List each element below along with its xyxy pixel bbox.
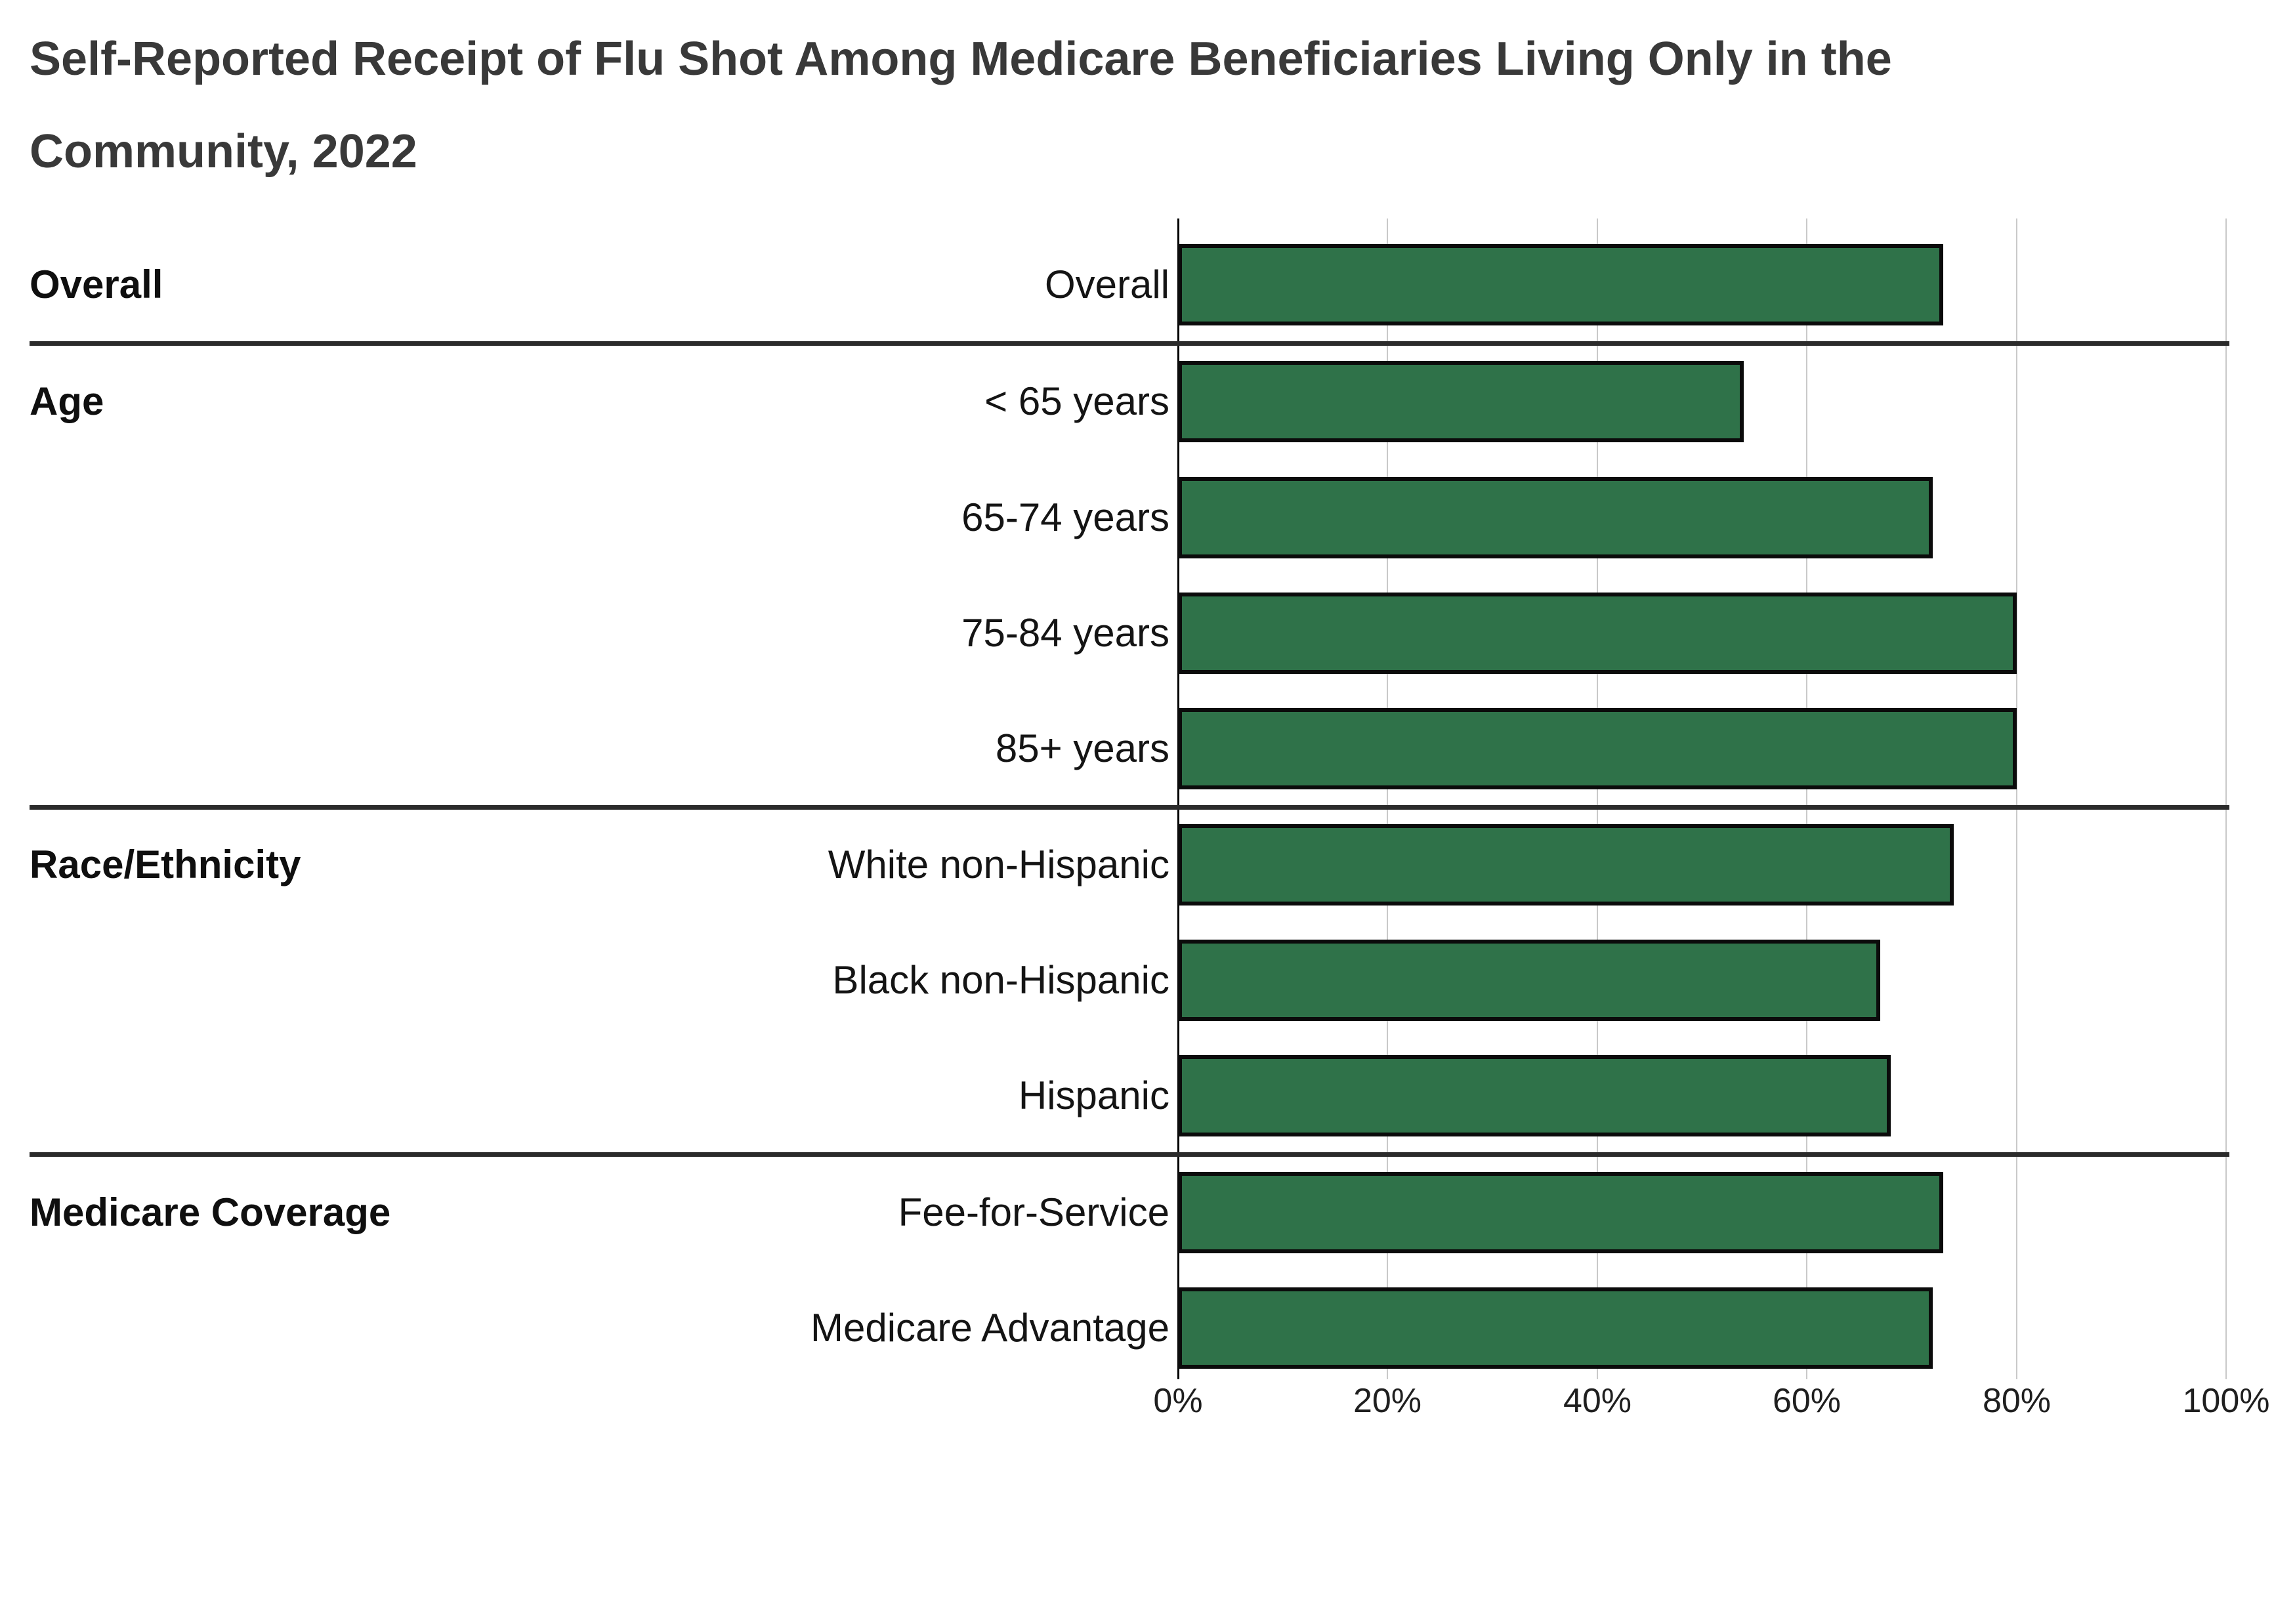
group-label-overall: Overall (30, 262, 163, 306)
gridline-80pct (2016, 219, 2017, 1379)
gridline-60pct (1806, 219, 1807, 1379)
tick-label-80pct: 80% (1982, 1382, 2052, 1420)
row-label-overall: Overall (1044, 262, 1169, 306)
chart-title-line-2: Community, 2022 (30, 125, 417, 178)
bar-medicare-advantage (1178, 1287, 1933, 1369)
chart-title: Self-Reported Receipt of Flu Shot Among … (30, 13, 2202, 198)
bar-hispanic (1178, 1055, 1891, 1136)
bar-65-74-years (1178, 477, 1933, 558)
row-label-85-years: 85+ years (995, 726, 1169, 770)
row-label-black-non-hispanic: Black non-Hispanic (832, 958, 1169, 1002)
tick-label-20pct: 20% (1353, 1382, 1422, 1420)
bar-white-non-hispanic (1178, 824, 1954, 906)
row-label-75-84-years: 75-84 years (961, 611, 1169, 655)
tick-label-0pct: 0% (1153, 1382, 1203, 1420)
tick-label-100pct: 100% (2182, 1382, 2270, 1420)
group-label-medicare-coverage: Medicare Coverage (30, 1190, 391, 1234)
bar-fee-for-service (1178, 1172, 1943, 1253)
group-label-race-ethnicity: Race/Ethnicity (30, 843, 301, 886)
gridline-100pct (2225, 219, 2227, 1379)
bar-black-non-hispanic (1178, 940, 1880, 1021)
row-label-fee-for-service: Fee-for-Service (898, 1190, 1169, 1234)
tick-label-40pct: 40% (1563, 1382, 1632, 1420)
bar-85-years (1178, 708, 2017, 789)
bar-65-years (1178, 361, 1744, 442)
row-label-hispanic: Hispanic (1018, 1073, 1169, 1117)
row-label-white-non-hispanic: White non-Hispanic (828, 843, 1169, 886)
group-separator-2 (30, 805, 2229, 810)
group-separator-3 (30, 1152, 2229, 1157)
axis-zero-line (1177, 219, 1179, 1379)
gridline-40pct (1597, 219, 1598, 1379)
tick-label-60pct: 60% (1772, 1382, 1842, 1420)
group-label-age: Age (30, 379, 104, 423)
row-label-medicare-advantage: Medicare Advantage (810, 1306, 1169, 1350)
row-label-65-years: < 65 years (984, 379, 1169, 423)
chart-title-line-1: Self-Reported Receipt of Flu Shot Among … (30, 33, 1892, 85)
bar-overall (1178, 244, 1943, 325)
group-separator-1 (30, 341, 2229, 346)
bar-75-84-years (1178, 593, 2017, 674)
gridline-20pct (1387, 219, 1388, 1379)
row-label-65-74-years: 65-74 years (961, 495, 1169, 539)
